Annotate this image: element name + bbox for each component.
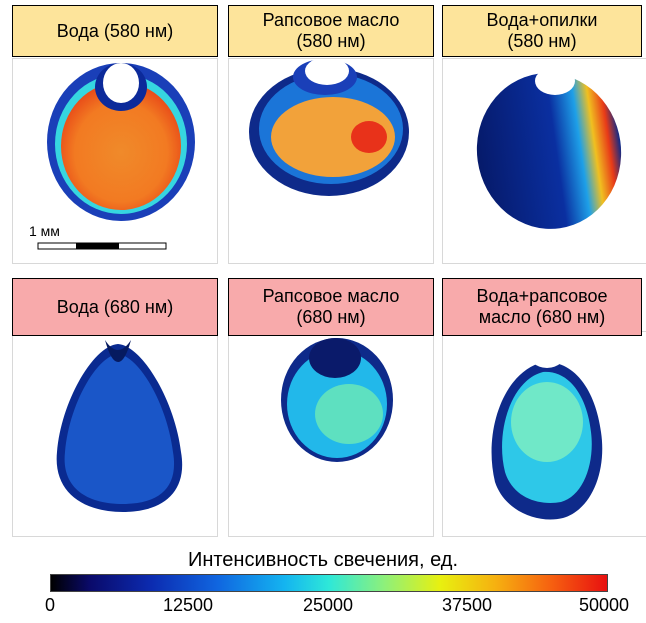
panel-label-water-oil-680: Вода+рапсовое масло (680 нм) (442, 278, 642, 336)
droplet-image-water-sawdust-580 (476, 67, 622, 229)
panel-water-580: 1 мм (12, 58, 218, 264)
scale-bar-label: 1 мм (29, 223, 60, 239)
panel-label-water-sawdust-580: Вода+опилки (580 нм) (442, 5, 642, 57)
panel-label-oil-680: Рапсовое масло (680 нм) (228, 278, 434, 336)
panel-water-oil-680 (442, 331, 646, 537)
panel-label-line2: (680 нм) (296, 307, 366, 327)
colorbar-tick: 50000 (578, 595, 630, 615)
panel-label-line1: Рапсовое масло (262, 286, 400, 306)
panel-label-line1: Вода+опилки (486, 10, 598, 30)
panel-label-line2: (580 нм) (507, 31, 577, 51)
panel-label-water-680: Вода (680 нм) (12, 278, 218, 336)
panel-oil-580 (228, 58, 434, 264)
droplet-image-water-580 (37, 63, 195, 250)
droplet-image-water-680 (56, 340, 183, 512)
colorbar-tick: 0 (44, 595, 56, 615)
panel-label-oil-580: Рапсовое масло (580 нм) (228, 5, 434, 57)
colorbar-tick: 12500 (162, 595, 214, 615)
droplet-image-oil-580 (249, 59, 409, 196)
droplet-image-oil-680 (281, 338, 393, 462)
droplet-image-water-oil-680 (491, 332, 603, 520)
panel-label-line1: Вода (580 нм) (56, 20, 174, 41)
panel-label-line1: Рапсовое масло (262, 10, 400, 30)
panel-label-line1: Вода+рапсовое (476, 286, 608, 306)
panel-label-line2: (580 нм) (296, 31, 366, 51)
panel-label-line1: Вода (680 нм) (56, 296, 174, 317)
panel-label-line2: масло (680 нм) (478, 307, 606, 327)
panel-oil-680 (228, 331, 434, 537)
colorbar-tick: 25000 (302, 595, 354, 615)
panel-water-sawdust-580 (442, 58, 646, 264)
colorbar-tick: 37500 (441, 595, 493, 615)
colorbar (50, 574, 608, 592)
panel-water-680 (12, 331, 218, 537)
panel-label-water-580: Вода (580 нм) (12, 5, 218, 57)
colorbar-title: Интенсивность свечения, ед. (187, 549, 459, 571)
